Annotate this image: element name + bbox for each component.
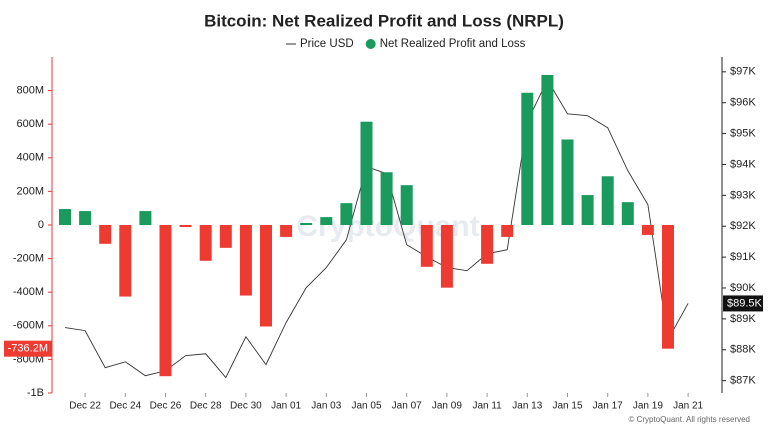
x-tick-label: Dec 28 (190, 401, 222, 412)
bar (541, 74, 554, 225)
y2-tick-label: $92K (730, 220, 756, 232)
bar (59, 209, 71, 225)
bar (400, 185, 413, 225)
bar (280, 225, 293, 237)
y-tick-label: -400M (13, 286, 44, 298)
last-value-badge: -736.2M (4, 340, 52, 357)
y2-tick-label: $91K (730, 251, 756, 263)
bar (420, 225, 433, 267)
bar (360, 121, 373, 225)
y2-tick-label: $94K (730, 158, 756, 170)
y2-tick-label: $87K (730, 375, 756, 387)
x-tick-label: Jan 21 (673, 401, 703, 412)
x-tick-label: Dec 30 (230, 401, 262, 412)
x-tick-label: Jan 09 (432, 401, 462, 412)
x-tick-label: Dec 24 (109, 401, 141, 412)
x-tick-label: Jan 17 (593, 401, 623, 412)
bar (481, 225, 494, 264)
bar (501, 225, 514, 237)
x-tick-label: Jan 05 (351, 401, 381, 412)
bar (662, 225, 674, 349)
y-tick-label: -200M (13, 253, 44, 265)
bar (521, 92, 534, 225)
y2-tick-label: $93K (730, 189, 756, 201)
y2-tick-label: $95K (730, 127, 756, 139)
bar (199, 225, 212, 261)
bar (621, 202, 634, 225)
footer: © CryptoQuant. All rights reserved (629, 415, 751, 424)
y-tick-label: 400M (16, 152, 44, 164)
bar (119, 225, 132, 297)
x-tick-label: Jan 13 (512, 401, 542, 412)
y2-tick-label: $88K (730, 344, 756, 356)
bar (561, 139, 574, 225)
bar (300, 222, 313, 225)
x-tick-label: Dec 26 (150, 401, 182, 412)
bar (641, 225, 654, 235)
bar (440, 225, 453, 288)
x-tick-label: Jan 03 (311, 401, 341, 412)
bar (139, 211, 152, 225)
bar (340, 203, 353, 225)
legend-label: Net Realized Profit and Loss (380, 38, 526, 50)
y2-tick-label: $96K (730, 97, 756, 109)
y-tick-label: 800M (16, 85, 44, 97)
y-tick-label: 0 (38, 219, 44, 231)
badge-bg (723, 295, 763, 312)
bar (159, 225, 172, 377)
x-tick-label: Jan 19 (633, 401, 663, 412)
badge-label: $89.5K (727, 297, 763, 309)
bar (601, 176, 614, 225)
legend-label: Price USD (300, 38, 354, 50)
x-tick-label: Jan 01 (271, 401, 301, 412)
last-value-badge: $89.5K (723, 295, 763, 312)
bar (320, 217, 333, 225)
x-tick-label: Jan 11 (472, 401, 502, 412)
legend-dot (365, 39, 376, 49)
y2-tick-label: $90K (730, 282, 756, 294)
y-tick-label: -600M (13, 320, 44, 332)
bar (99, 225, 112, 244)
bar (581, 195, 594, 225)
badge-bg (4, 340, 52, 357)
bar (239, 225, 252, 296)
bar (179, 225, 192, 228)
y-tick-label: -1B (27, 387, 44, 399)
x-tick-label: Jan 07 (392, 401, 422, 412)
y-tick-label: 200M (16, 185, 44, 197)
chart-title: Bitcoin: Net Realized Profit and Loss (N… (204, 11, 564, 30)
bar (219, 225, 232, 248)
bar (380, 172, 393, 225)
y-tick-label: 600M (16, 118, 44, 130)
x-tick-label: Dec 22 (69, 401, 101, 412)
badge-label: -736.2M (8, 343, 48, 355)
y2-tick-label: $89K (730, 313, 756, 325)
y2-tick-label: $97K (730, 66, 756, 78)
bar (79, 211, 92, 225)
bar (260, 225, 272, 327)
x-tick-label: Jan 15 (552, 401, 582, 412)
